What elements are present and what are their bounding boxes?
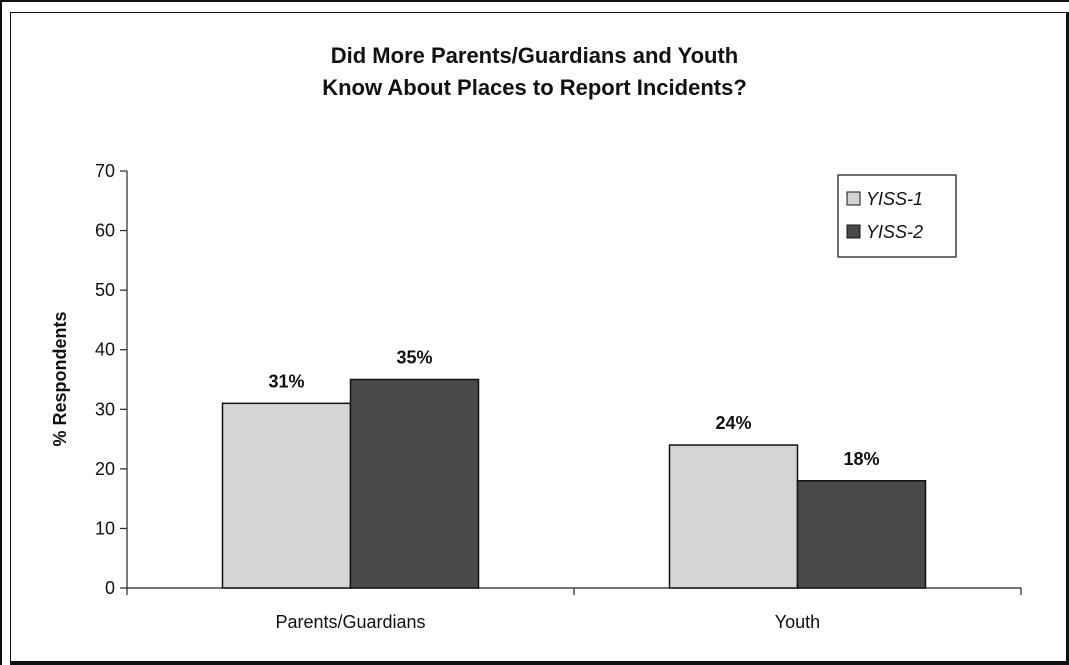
x-axis: Parents/Guardians Youth [126, 587, 1022, 632]
data-label: 18% [843, 449, 879, 469]
bar-yiss-1-2 [668, 444, 799, 589]
chart-frame [10, 12, 1069, 665]
chart-title: Did More Parents/Guardians and Youth Kno… [0, 40, 1069, 104]
x-tick-label: Youth [775, 612, 820, 632]
y-tick-label: 30 [95, 399, 115, 419]
legend: YISS-1 YISS-2 [837, 174, 957, 258]
bars [221, 378, 927, 589]
y-tick-label: 50 [95, 280, 115, 300]
chart-title-line-1: Did More Parents/Guardians and Youth [330, 43, 739, 68]
chart-title-line-2: Know About Places to Report Incidents? [322, 75, 747, 100]
y-tick-label: 40 [95, 340, 115, 360]
y-tick-label: 20 [95, 459, 115, 479]
x-tick-label: Parents/Guardians [275, 612, 425, 632]
data-label: 31% [268, 371, 304, 391]
legend-swatch [846, 224, 861, 239]
legend-swatch [846, 191, 861, 206]
y-tick-label: 70 [95, 161, 115, 181]
bar-yiss-2-1 [349, 378, 480, 589]
y-axis-label: % Respondents [50, 311, 70, 446]
legend-label: YISS-2 [866, 222, 923, 242]
y-axis: 0 10 20 30 40 50 60 70 [95, 161, 128, 598]
y-tick-label: 10 [95, 518, 115, 538]
data-label: 24% [715, 413, 751, 433]
y-tick-label: 60 [95, 221, 115, 241]
legend-label: YISS-1 [866, 189, 923, 209]
y-tick-label: 0 [105, 578, 115, 598]
data-labels: 31% 35% 24% 18% [268, 348, 879, 469]
data-label: 35% [396, 348, 432, 368]
bar-yiss-1-1 [221, 402, 352, 589]
bar-yiss-2-2 [796, 480, 927, 589]
legend-box [837, 174, 957, 258]
